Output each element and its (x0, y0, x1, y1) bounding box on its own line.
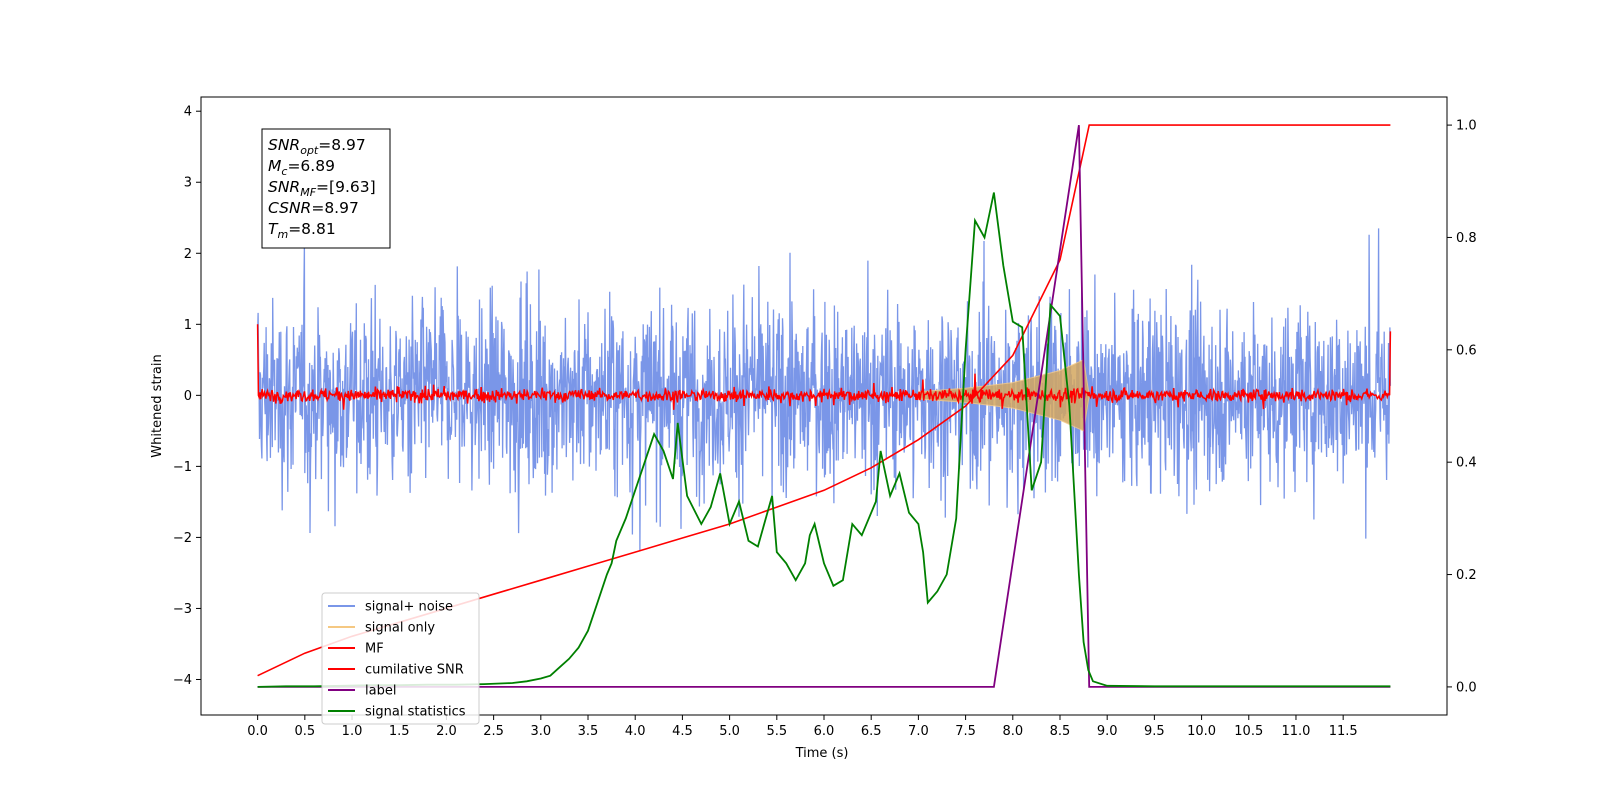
y-right-tick-label: 0.8 (1456, 231, 1477, 246)
x-tick-label: 8.0 (1002, 724, 1023, 739)
stats-line: SNRMF=[9.63] (268, 178, 376, 199)
legend-entry: MF (365, 642, 384, 657)
x-tick-label: 1.5 (389, 724, 410, 739)
legend-entry: signal+ noise (365, 600, 453, 615)
legend: signal+ noise signal only MF cumilative SNR… (321, 592, 480, 725)
y-right-tick-label: 0.2 (1456, 568, 1477, 583)
stats-box-frame (261, 128, 391, 249)
x-tick-label: 11.5 (1329, 724, 1358, 739)
x-tick-label: 0.5 (294, 724, 315, 739)
legend-entry: signal only (365, 621, 435, 636)
y-axis-label: Whitened strain (150, 354, 165, 457)
y-left-tick-label: −2 (173, 531, 192, 546)
x-tick-label: 2.0 (436, 724, 457, 739)
stats-line: Tm=8.81 (268, 220, 336, 241)
series-signal-noise (256, 228, 1392, 551)
x-tick-label: 3.0 (530, 724, 551, 739)
y-right-tick-label: 0.4 (1456, 456, 1477, 471)
x-tick-label: 1.0 (342, 724, 363, 739)
y-left-tick-label: −3 (173, 602, 192, 617)
x-tick-label: 3.5 (578, 724, 599, 739)
series-mf (256, 324, 1392, 410)
y-left-tick-label: −1 (173, 460, 192, 475)
y-right-tick-label: 0.6 (1456, 343, 1477, 358)
x-tick-label: 5.0 (719, 724, 740, 739)
x-axis-label: Time (s) (795, 746, 849, 761)
y-left-tick-label: 4 (184, 105, 192, 120)
legend-frame (321, 592, 480, 725)
stats-line: Mc=6.89 (268, 157, 335, 178)
y-left-tick-label: −4 (173, 673, 192, 688)
stats-line: SNRopt=8.97 (268, 136, 366, 157)
x-tick-label: 7.5 (955, 724, 976, 739)
x-tick-label: 6.5 (861, 724, 882, 739)
x-tick-label: 5.5 (766, 724, 787, 739)
legend-entry: signal statistics (365, 705, 466, 720)
y-axis-right: 1.0 0.8 0.6 0.4 0.2 0.0 (1447, 119, 1477, 695)
x-tick-label: 4.0 (625, 724, 646, 739)
x-tick-label: 9.0 (1097, 724, 1118, 739)
x-tick-label: 11.0 (1281, 724, 1310, 739)
y-right-tick-label: 0.0 (1456, 680, 1477, 695)
y-left-tick-label: 3 (184, 176, 192, 191)
stats-line: CSNR=8.97 (268, 199, 359, 217)
y-axis-left: 4 3 2 1 0 −1 −2 −3 −4 (173, 105, 201, 688)
x-tick-label: 10.0 (1187, 724, 1216, 739)
x-axis: 0.0 0.5 1.0 1.5 2.0 2.5 3.0 3.5 4.0 4.5 5.0 5.5 6.0 6… (247, 715, 1358, 739)
y-left-tick-label: 2 (184, 247, 192, 262)
legend-entry: cumilative SNR (365, 663, 464, 678)
x-tick-label: 2.5 (483, 724, 504, 739)
y-right-tick-label: 1.0 (1456, 119, 1477, 134)
y-left-tick-label: 0 (184, 389, 192, 404)
x-tick-label: 9.5 (1144, 724, 1165, 739)
y-left-tick-label: 1 (184, 318, 192, 333)
x-tick-label: 0.0 (247, 724, 268, 739)
x-tick-label: 7.0 (908, 724, 929, 739)
x-tick-label: 10.5 (1234, 724, 1263, 739)
legend-entry: label (365, 684, 396, 699)
x-tick-label: 8.5 (1050, 724, 1071, 739)
x-tick-label: 6.0 (814, 724, 835, 739)
x-tick-label: 4.5 (672, 724, 693, 739)
series-signal-statistics (257, 192, 1391, 688)
